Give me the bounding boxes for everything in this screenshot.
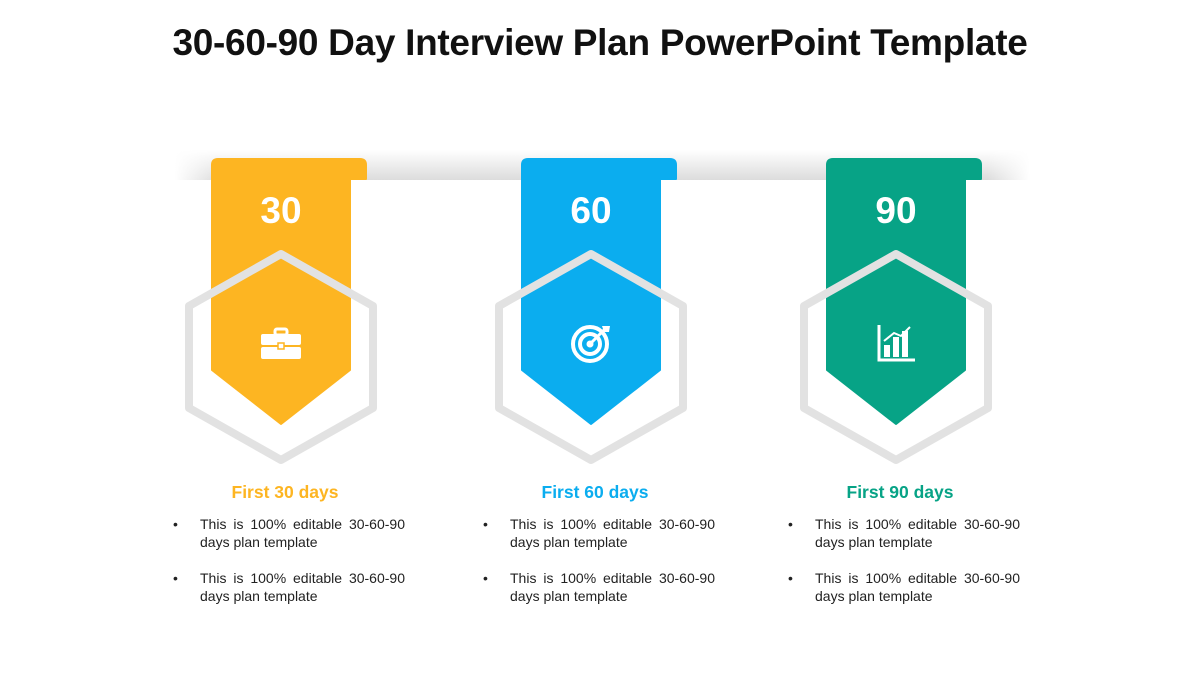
bullet-item: This is 100% editable 30-60-90 days plan…: [788, 515, 1020, 551]
ribbon-30: [211, 158, 367, 425]
bullet-item: This is 100% editable 30-60-90 days plan…: [788, 569, 1020, 605]
ribbon-60: [521, 158, 677, 425]
hexagon-outline: [495, 250, 687, 464]
day-number: 60: [570, 190, 612, 231]
ribbon-90: [826, 158, 982, 425]
day-number: 90: [875, 190, 917, 231]
hexagon-outline: [185, 250, 377, 464]
target-icon: [569, 323, 613, 363]
bullet-item: This is 100% editable 30-60-90 days plan…: [173, 569, 405, 605]
day-number: 30: [260, 190, 302, 231]
page-title: 30-60-90 Day Interview Plan PowerPoint T…: [172, 22, 1028, 63]
card-heading: First 30 days: [231, 482, 339, 502]
briefcase-icon: [259, 323, 303, 363]
bullet-list: This is 100% editable 30-60-90 days plan…: [483, 515, 715, 623]
bullet-item: This is 100% editable 30-60-90 days plan…: [483, 569, 715, 605]
card-heading: First 60 days: [541, 482, 649, 502]
bullet-item: This is 100% editable 30-60-90 days plan…: [483, 515, 715, 551]
bar-chart-icon: [874, 323, 918, 363]
card-heading: First 90 days: [846, 482, 954, 502]
bullet-list: This is 100% editable 30-60-90 days plan…: [173, 515, 405, 623]
hexagon-outline: [800, 250, 992, 464]
bullet-item: This is 100% editable 30-60-90 days plan…: [173, 515, 405, 551]
bullet-list: This is 100% editable 30-60-90 days plan…: [788, 515, 1020, 623]
